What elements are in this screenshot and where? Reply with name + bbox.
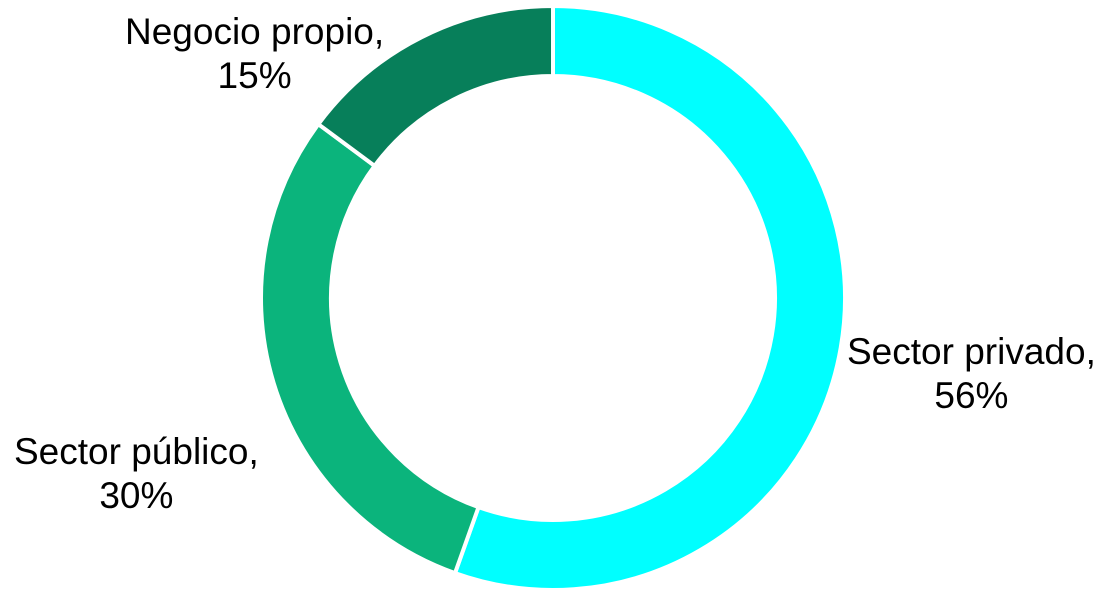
slice-label-value: 30%	[99, 475, 174, 516]
slice-label-sector-privado: Sector privado, 56%	[847, 330, 1096, 418]
slice-label-name: Sector público,	[14, 431, 259, 472]
donut-slice-negocio-propio	[315, 3, 555, 169]
slice-label-value: 56%	[934, 375, 1009, 416]
slice-label-sector-publico: Sector público, 30%	[14, 430, 259, 518]
slice-label-name: Negocio propio,	[125, 11, 385, 52]
slice-label-negocio-propio: Negocio propio, 15%	[125, 10, 384, 98]
donut-slice-sector-privado	[452, 3, 847, 592]
donut-slice-sector-publico	[259, 121, 482, 576]
slice-label-value: 15%	[217, 55, 292, 96]
slice-label-name: Sector privado,	[847, 331, 1096, 372]
